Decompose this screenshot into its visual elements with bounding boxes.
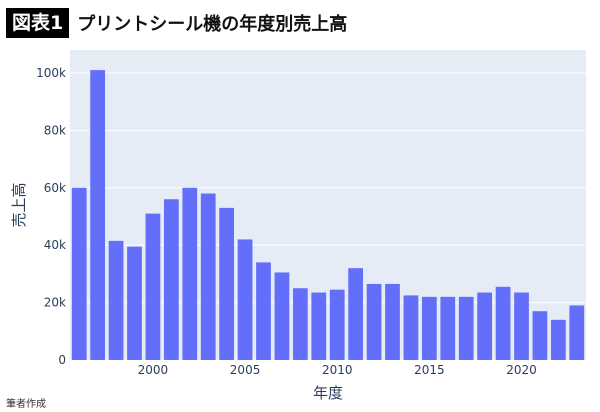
bar (440, 296, 456, 360)
bar (274, 272, 290, 360)
y-tick-label: 100k (36, 66, 66, 80)
x-axis-label: 年度 (313, 384, 343, 402)
bar (550, 319, 566, 360)
bar (495, 286, 511, 360)
bar (532, 311, 548, 360)
bar (182, 187, 198, 360)
bar (292, 288, 308, 360)
bar (71, 187, 87, 360)
bar (421, 296, 437, 360)
bar (127, 246, 142, 360)
bar (403, 295, 419, 360)
x-tick-label: 2015 (414, 363, 445, 377)
bar (366, 283, 382, 360)
figure-badge: 図表1 (6, 8, 70, 38)
x-tick-label: 2020 (506, 363, 537, 377)
bar (458, 296, 474, 360)
bar (311, 292, 327, 360)
bar (477, 292, 493, 360)
bar (514, 292, 529, 360)
bar (329, 289, 345, 360)
y-tick-label: 60k (44, 181, 66, 195)
x-tick-label: 2000 (138, 363, 169, 377)
y-axis-ticks: 0 20k 40k 60k 80k 100k (36, 66, 66, 367)
bar (200, 193, 216, 360)
bar (256, 262, 271, 360)
bar (385, 283, 400, 360)
y-axis-label: 売上高 (10, 182, 28, 227)
y-tick-label: 20k (44, 296, 66, 310)
bars (71, 70, 585, 360)
source-note: 筆者作成 (6, 399, 46, 410)
bar (145, 213, 161, 360)
bar (237, 239, 253, 360)
x-tick-label: 2010 (322, 363, 353, 377)
y-tick-label: 80k (44, 123, 66, 137)
bar (163, 199, 179, 360)
bar (108, 240, 124, 360)
bar (569, 305, 585, 360)
x-tick-label: 2005 (230, 363, 261, 377)
bar (219, 207, 235, 360)
y-tick-label: 0 (58, 353, 66, 367)
bar (348, 268, 364, 360)
chart-header: 図表1 プリントシール機の年度別売上高 (6, 8, 347, 38)
x-axis-ticks: 2000 2005 2010 2015 2020 (138, 363, 537, 377)
chart-title: プリントシール機の年度別売上高 (77, 14, 348, 35)
y-tick-label: 40k (44, 238, 66, 252)
bar (90, 70, 106, 360)
